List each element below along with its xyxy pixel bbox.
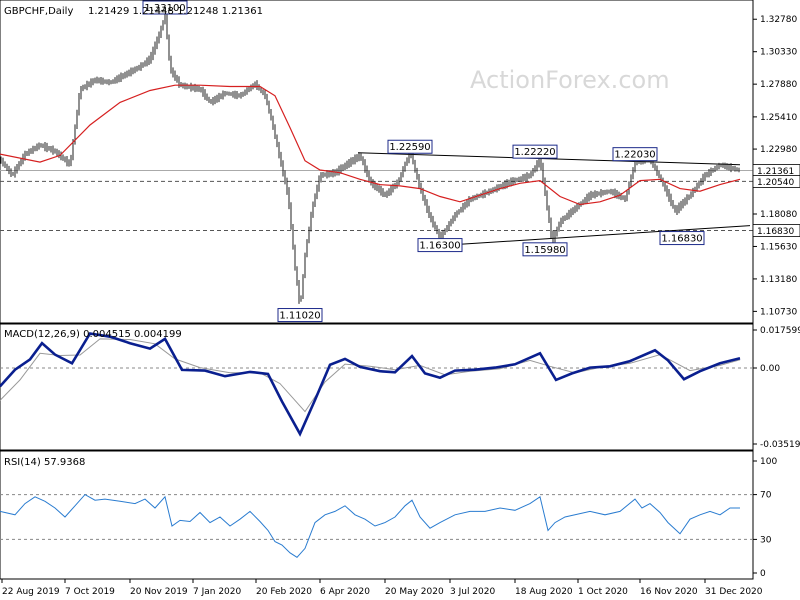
annotation-label-1.16830: 1.16830 [661, 234, 702, 245]
rsi-line [0, 493, 740, 558]
x-tick-label: 20 May 2020 [385, 587, 444, 597]
macd-series-group [0, 332, 753, 437]
price-y-tick-label: 1.18080 [760, 210, 797, 220]
annotation-box [142, 0, 188, 15]
price-y-tick-label: 1.27880 [760, 80, 797, 90]
x-tick-label: 22 Aug 2019 [2, 587, 60, 597]
level-tag-box [752, 224, 800, 237]
x-tick-label: 31 Dec 2020 [705, 587, 763, 597]
x-tick-label: 7 Oct 2019 [65, 587, 115, 597]
x-tick-label: 20 Feb 2020 [256, 587, 312, 597]
level-tag-label: 1.16830 [757, 227, 794, 237]
annotation-label-1.15980: 1.15980 [524, 245, 565, 256]
moving-average-line [0, 84, 741, 206]
watermark: ActionForex.com [470, 66, 670, 94]
price-y-axis: 1.32780 1.30330 1.27880 1.25410 1.22980 1.205… [752, 15, 800, 317]
ohlc-label: 1.21429 1.21448 1.21248 1.21361 [88, 6, 263, 17]
x-tick-label: 1 Oct 2020 [578, 587, 628, 597]
level-tag-label: 1.20540 [757, 178, 794, 188]
time-x-axis: 22 Aug 2019 7 Oct 2019 20 Nov 2019 7 Jan 20… [1, 579, 763, 597]
annotation-label-1.33100: 1.33100 [144, 3, 185, 14]
annotation-box [612, 147, 658, 162]
price-y-tick-label: 1.30330 [760, 48, 797, 58]
rsi-y-tick-label: 100 [760, 457, 777, 467]
annotation-label-1.16300: 1.16300 [419, 241, 460, 252]
macd-panel-frame [0, 323, 754, 451]
rsi-y-axis: 100 70 30 0 [753, 457, 777, 579]
rsi-panel: 100 70 30 0 RSI(14) 57.9368 [0, 450, 777, 580]
macd-y-tick-label: -0.035194 [760, 440, 800, 450]
support-trendline [436, 225, 751, 247]
macd-y-tick-label: 0.00 [760, 364, 780, 374]
rsi-series-group [0, 493, 753, 558]
rsi-y-tick-label: 30 [760, 535, 772, 545]
annotation-label-1.22030: 1.22030 [614, 150, 655, 161]
rsi-title: RSI(14) 57.9368 [4, 457, 85, 468]
annotation-box [522, 242, 568, 257]
x-tick-label: 18 Aug 2020 [515, 587, 573, 597]
annotation-label-1.11020: 1.11020 [279, 311, 320, 322]
macd-panel: 0.017599 0.00 -0.035194 MACD(12,26,9) 0.00… [0, 323, 800, 451]
price-y-tick-label: 1.10730 [760, 307, 797, 317]
x-tick-label: 16 Nov 2020 [640, 587, 698, 597]
symbol-label: GBPCHF,Daily [4, 6, 73, 17]
macd-y-axis: 0.017599 0.00 -0.035194 [753, 326, 800, 450]
price-y-tick-label: 1.22980 [760, 145, 797, 155]
x-tick-label: 20 Nov 2019 [130, 587, 188, 597]
annotation-box [512, 144, 558, 159]
annotation-box [659, 231, 705, 246]
macd-title: MACD(12,26,9) 0.004515 0.004199 [4, 329, 182, 340]
resistance-trendline [357, 152, 741, 166]
level-tag-label: 1.21361 [757, 167, 794, 177]
level-tag-box [752, 175, 800, 188]
rsi-panel-frame [0, 450, 754, 580]
annotation-label-1.22220: 1.22220 [514, 147, 555, 158]
price-panel: ActionForex.com 1.33100 1.11020 1.22590 1.1… [0, 0, 800, 324]
price-y-tick-label: 1.13180 [760, 275, 797, 285]
annotation-label-1.22590: 1.22590 [389, 142, 430, 153]
price-y-tick-label: 1.32780 [760, 15, 797, 25]
rsi-y-tick-label: 0 [760, 569, 766, 579]
annotation-box [387, 139, 433, 154]
price-y-tick-label: 1.15630 [760, 242, 797, 252]
x-tick-label: 7 Jan 2020 [193, 587, 241, 597]
annotation-box [277, 308, 323, 323]
price-y-tick-label: 1.25410 [760, 113, 797, 123]
price-series-group: 1.33100 1.11020 1.22590 1.16300 1.22220 1.159… [0, 0, 753, 323]
annotation-box [417, 238, 463, 253]
rsi-y-tick-label: 70 [760, 491, 772, 501]
x-tick-label: 6 Apr 2020 [320, 587, 370, 597]
macd-main-line [0, 332, 741, 437]
x-tick-label: 3 Jul 2020 [450, 587, 495, 597]
macd-y-tick-label: 0.017599 [760, 326, 800, 336]
price-panel-frame [0, 0, 754, 324]
